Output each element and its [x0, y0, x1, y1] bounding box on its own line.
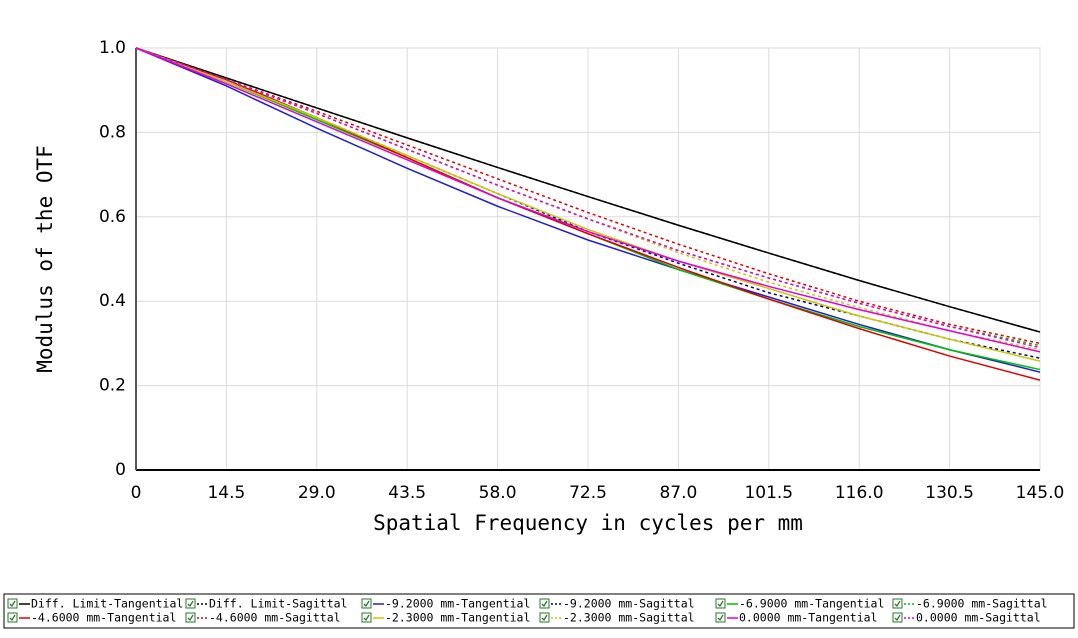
y-tick-label: 1.0 [99, 38, 126, 58]
legend-check [187, 614, 194, 622]
legend-box [3, 593, 1075, 629]
x-tick-label: 14.5 [207, 483, 245, 503]
legend-label: -6.9000 mm-Tangential [739, 597, 884, 611]
legend-check [717, 600, 724, 608]
series-line [135, 47, 1041, 349]
legend-check [541, 600, 548, 608]
legend-check [894, 600, 901, 608]
legend-label: -2.3000 mm-Sagittal [563, 611, 695, 625]
legend-checkbox [539, 612, 550, 623]
legend-label: -9.2000 mm-Sagittal [563, 597, 695, 611]
y-tick-label: 0.4 [99, 291, 126, 311]
legend-check [9, 614, 16, 622]
legend-checkbox [892, 598, 903, 609]
legend-check [363, 600, 370, 608]
x-tick-label: 116.0 [835, 483, 884, 503]
y-tick-label: 0.6 [99, 207, 126, 227]
legend-checkbox [892, 612, 903, 623]
legend-label: 0.0000 mm-Sagittal [916, 611, 1041, 625]
legend-label: -4.6000 mm-Tangential [31, 611, 176, 625]
legend-checkbox [715, 598, 726, 609]
series-line [135, 47, 1041, 362]
legend-check [894, 614, 901, 622]
legend-check [187, 600, 194, 608]
legend-check [541, 614, 548, 622]
legend-checkbox [7, 612, 18, 623]
x-tick-label: 130.5 [925, 483, 974, 503]
legend-checkbox [361, 598, 372, 609]
legend-label: -2.3000 mm-Tangential [385, 611, 530, 625]
legend-checkbox [715, 612, 726, 623]
y-tick-label: 0 [115, 460, 126, 480]
legend-checkbox [185, 612, 196, 623]
y-axis-label: Modulus of the OTF [33, 145, 57, 373]
legend-checkbox [539, 598, 550, 609]
x-tick-label: 43.5 [388, 483, 426, 503]
legend-label: -6.9000 mm-Sagittal [916, 597, 1048, 611]
legend-label: Diff. Limit-Sagittal [209, 597, 347, 611]
y-tick-label: 0.2 [99, 376, 126, 396]
x-tick-label: 58.0 [479, 483, 517, 503]
x-axis-label: Spatial Frequency in cycles per mm [373, 511, 803, 535]
x-tick-label: 29.0 [298, 483, 336, 503]
x-tick-label: 0 [131, 483, 142, 503]
legend-label: -4.6000 mm-Sagittal [209, 611, 341, 625]
y-tick-label: 0.8 [99, 122, 126, 142]
legend-checkbox [7, 598, 18, 609]
legend-checkbox [185, 598, 196, 609]
series-line [135, 47, 1041, 373]
legend-check [363, 614, 370, 622]
legend-checkbox [361, 612, 372, 623]
series-line [135, 47, 1041, 333]
x-tick-label: 145.0 [1016, 483, 1065, 503]
series-line [135, 47, 1041, 351]
x-tick-label: 101.5 [744, 483, 793, 503]
legend-label: Diff. Limit-Tangential [31, 597, 183, 611]
legend-check [717, 614, 724, 622]
legend-check [9, 600, 16, 608]
x-tick-label: 87.0 [659, 483, 697, 503]
legend-label: 0.0000 mm-Tangential [739, 611, 877, 625]
x-tick-label: 72.5 [569, 483, 607, 503]
series-line [135, 47, 1041, 345]
series-line [135, 47, 1041, 353]
legend-label: -9.2000 mm-Tangential [385, 597, 530, 611]
